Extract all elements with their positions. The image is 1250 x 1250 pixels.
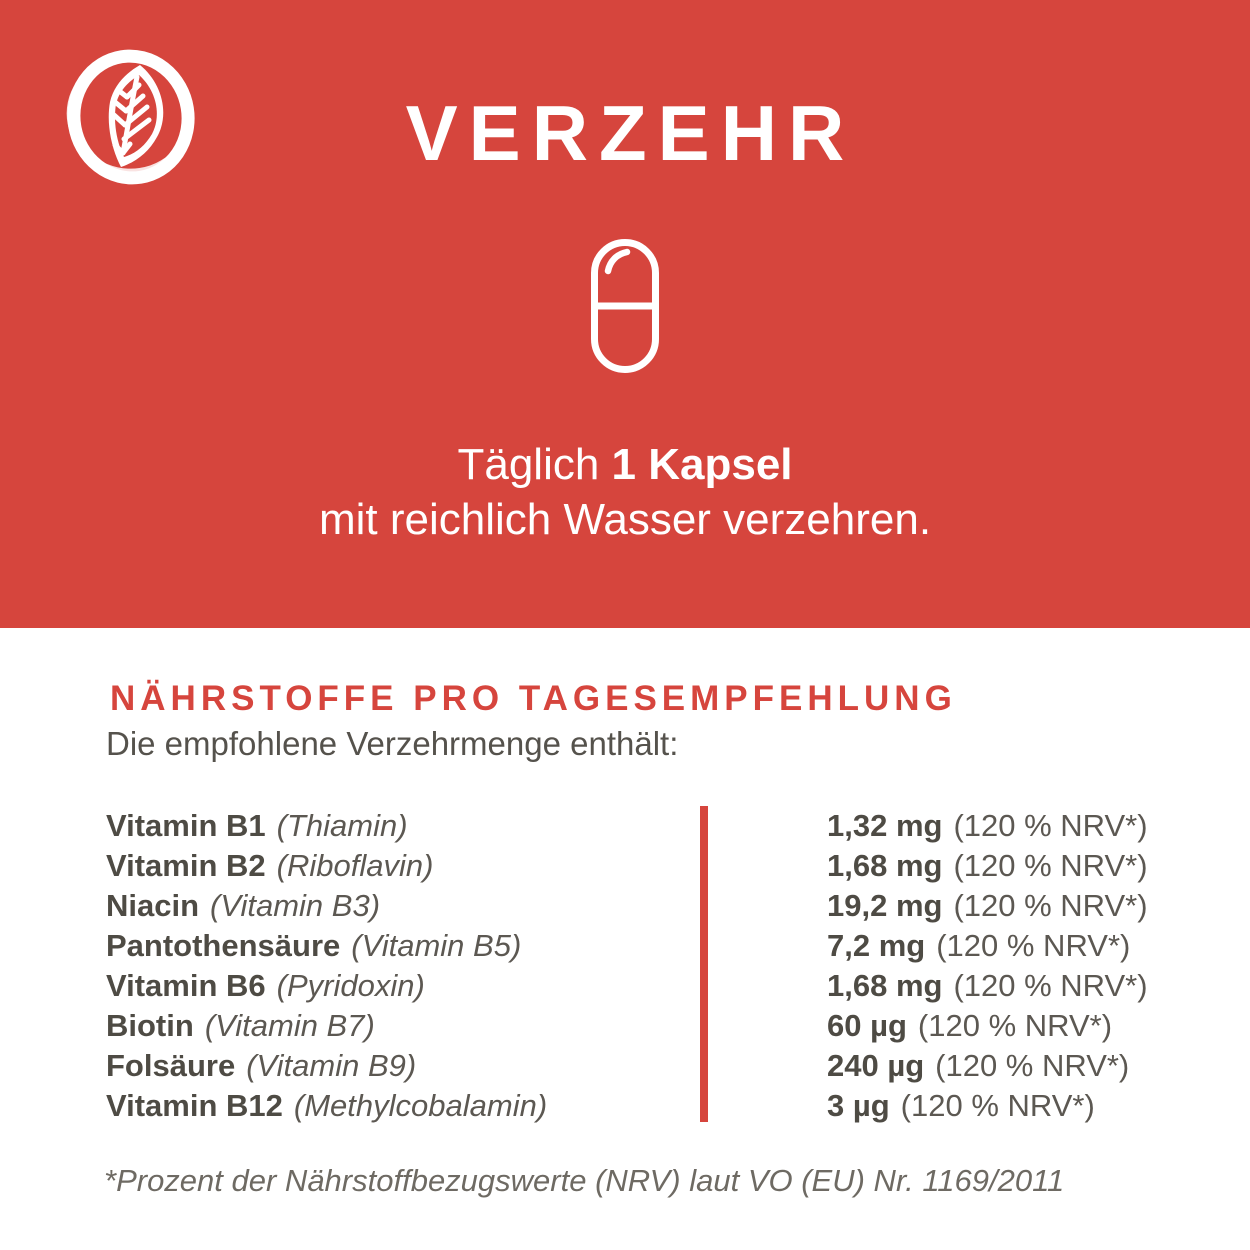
hero-section: VERZEHR Täglich 1 Kapsel mit reichlich W… — [0, 0, 1250, 628]
nutrient-name: Pantothensäure — [106, 928, 341, 963]
nutrient-cell: Pantothensäure (Vitamin B5) — [106, 926, 827, 966]
nutrient-amount: 60 µg — [827, 1008, 907, 1043]
amount-cell: 19,2 mg (120 % NRV*) — [827, 886, 1166, 926]
nutrient-table: Vitamin B1 (Thiamin) 1,32 mg (120 % NRV*) … — [106, 806, 1166, 1126]
nutrient-name: Niacin — [106, 888, 200, 923]
nutrient-amount: 1,68 mg — [827, 968, 943, 1003]
nutrient-alias: (Vitamin B7) — [204, 1008, 375, 1043]
nutrient-nrv: (120 % NRV*) — [917, 1008, 1113, 1043]
nutrient-name: Vitamin B1 — [106, 808, 266, 843]
nutrient-amount: 3 µg — [827, 1088, 890, 1123]
amount-cell: 60 µg (120 % NRV*) — [827, 1006, 1166, 1046]
nutrient-cell: Biotin (Vitamin B7) — [106, 1006, 827, 1046]
nutrient-name: Vitamin B6 — [106, 968, 266, 1003]
nutrient-cell: Vitamin B12 (Methylcobalamin) — [106, 1086, 827, 1126]
table-row: Folsäure (Vitamin B9) 240 µg (120 % NRV*) — [106, 1046, 1166, 1086]
table-row: Vitamin B2 (Riboflavin) 1,68 mg (120 % NRV… — [106, 846, 1166, 886]
amount-cell: 1,68 mg (120 % NRV*) — [827, 846, 1166, 886]
dosage-line1-bold: 1 Kapsel — [611, 440, 793, 489]
nutrient-amount: 240 µg — [827, 1048, 925, 1083]
nutrient-amount: 7,2 mg — [827, 928, 926, 963]
nutrient-nrv: (120 % NRV*) — [953, 968, 1148, 1003]
nutrient-alias: (Vitamin B5) — [351, 928, 522, 963]
nutrient-alias: (Thiamin) — [276, 808, 408, 843]
table-row: Vitamin B1 (Thiamin) 1,32 mg (120 % NRV*) — [106, 806, 1166, 846]
nutrient-cell: Vitamin B6 (Pyridoxin) — [106, 966, 827, 1006]
nutrient-nrv: (120 % NRV*) — [935, 1048, 1130, 1083]
amount-cell: 1,32 mg (120 % NRV*) — [827, 806, 1166, 846]
page-title: VERZEHR — [405, 89, 856, 177]
nutrients-heading: NÄHRSTOFFE PRO TAGESEMPFEHLUNG — [110, 679, 957, 718]
table-row: Niacin (Vitamin B3) 19,2 mg (120 % NRV*) — [106, 886, 1166, 926]
nutrient-alias: (Vitamin B3) — [210, 888, 381, 923]
nutrient-cell: Vitamin B1 (Thiamin) — [106, 806, 827, 846]
nutrient-alias: (Pyridoxin) — [276, 968, 425, 1003]
dosage-line1-regular: Täglich — [457, 440, 612, 489]
dosage-line2: mit reichlich Wasser verzehren. — [318, 495, 932, 544]
amount-cell: 3 µg (120 % NRV*) — [827, 1086, 1166, 1126]
nutrient-nrv: (120 % NRV*) — [953, 888, 1148, 923]
amount-cell: 240 µg (120 % NRV*) — [827, 1046, 1166, 1086]
nutrient-nrv: (120 % NRV*) — [953, 848, 1148, 883]
nutrient-name: Vitamin B12 — [106, 1088, 283, 1123]
nutrient-name: Folsäure — [106, 1048, 236, 1083]
table-divider-line — [700, 806, 708, 1122]
nutrient-nrv: (120 % NRV*) — [936, 928, 1131, 963]
nutrient-cell: Folsäure (Vitamin B9) — [106, 1046, 827, 1086]
nutrient-amount: 1,68 mg — [827, 848, 943, 883]
nutrient-nrv: (120 % NRV*) — [900, 1088, 1095, 1123]
nutrient-alias: (Methylcobalamin) — [293, 1088, 548, 1123]
table-row: Vitamin B12 (Methylcobalamin) 3 µg (120 % … — [106, 1086, 1166, 1126]
capsule-icon — [591, 239, 659, 373]
dosage-line1: Täglich 1 Kapsel — [0, 437, 1250, 492]
nutrient-alias: (Vitamin B9) — [246, 1048, 417, 1083]
table-row: Vitamin B6 (Pyridoxin) 1,68 mg (120 % NRV*… — [106, 966, 1166, 1006]
nutrient-cell: Vitamin B2 (Riboflavin) — [106, 846, 827, 886]
nrv-footnote: *Prozent der Nährstoffbezugswerte (NRV) … — [104, 1163, 1065, 1198]
nutrient-amount: 1,32 mg — [827, 808, 943, 843]
nutrients-intro: Die empfohlene Verzehrmenge enthält: — [106, 725, 679, 762]
nutrient-alias: (Riboflavin) — [276, 848, 434, 883]
table-row: Biotin (Vitamin B7) 60 µg (120 % NRV*) — [106, 1006, 1166, 1046]
amount-cell: 7,2 mg (120 % NRV*) — [827, 926, 1166, 966]
dosage-instructions: Täglich 1 Kapsel mit reichlich Wasser ve… — [0, 437, 1250, 547]
nutrient-nrv: (120 % NRV*) — [953, 808, 1148, 843]
nutrient-name: Vitamin B2 — [106, 848, 266, 883]
amount-cell: 1,68 mg (120 % NRV*) — [827, 966, 1166, 1006]
nutrient-name: Biotin — [106, 1008, 194, 1043]
table-row: Pantothensäure (Vitamin B5) 7,2 mg (120 % … — [106, 926, 1166, 966]
nutrient-cell: Niacin (Vitamin B3) — [106, 886, 827, 926]
nutrient-amount: 19,2 mg — [827, 888, 943, 923]
leaf-icon — [56, 40, 206, 192]
